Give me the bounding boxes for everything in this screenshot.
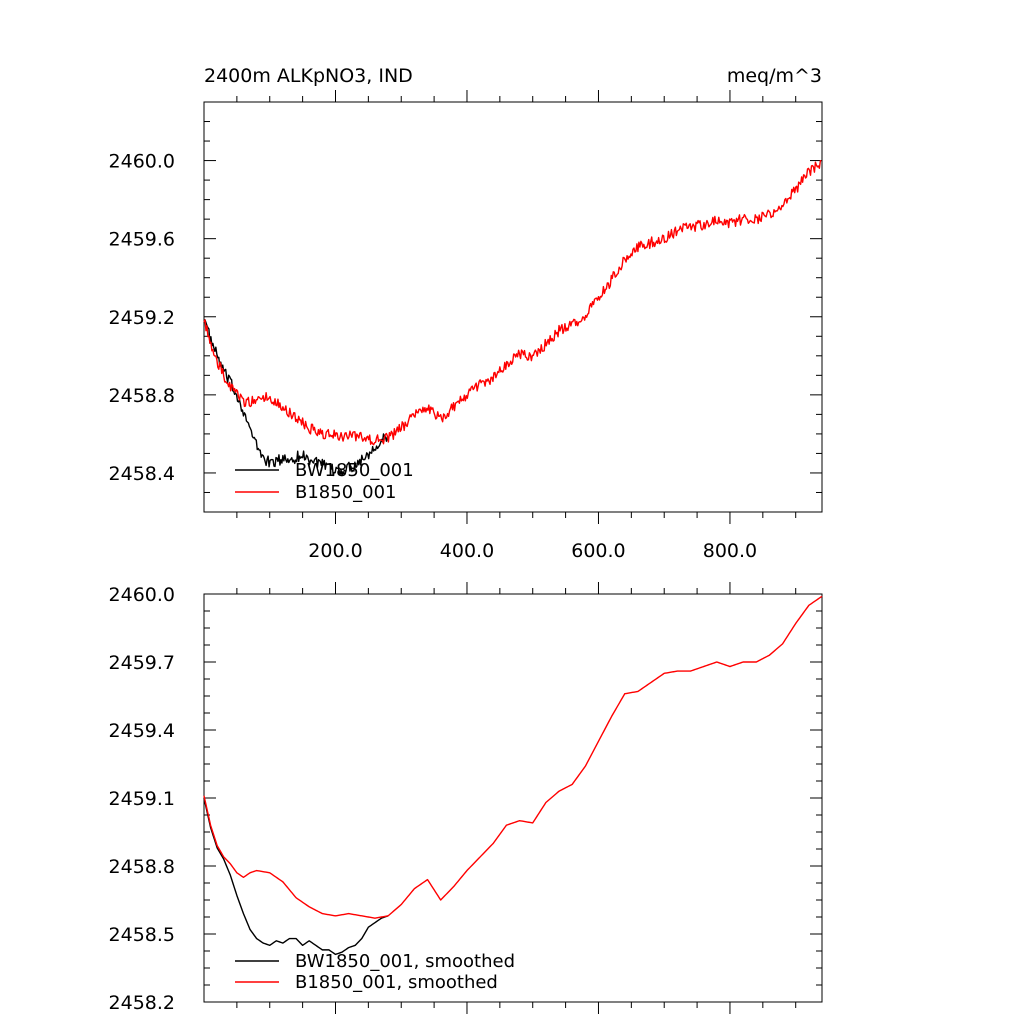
plot-frame: [203, 593, 823, 1003]
y-tick-label: 2458.2: [109, 992, 175, 1014]
series-line: [203, 797, 389, 956]
bottom-panel: 2458.2 2458.5 2458.8 2459.1 2459.4 2459.7 2460…: [109, 582, 823, 1014]
top-panel: 200.0 400.0 600.0 800.02458.42458.82459.224…: [109, 90, 823, 562]
y-ticks: 2458.2 2458.5 2458.8 2459.1 2459.4 2459.7 2460…: [109, 584, 822, 1014]
legend-label: BW1850_001, smoothed: [295, 951, 515, 972]
x-ticks: [236, 582, 797, 1014]
series-line: [203, 319, 389, 477]
x-tick-label: 200.0: [308, 540, 362, 562]
legend-label: BW1850_001: [295, 460, 414, 481]
x-tick-label: 400.0: [440, 540, 494, 562]
units-label: meq/m^3: [727, 65, 822, 87]
series-line: [203, 160, 822, 446]
y-ticks: 2458.4 2458.8 2459.2 2459.6 2460.0: [109, 121, 822, 493]
chart-title: 2400m ALKpNO3, IND: [204, 65, 413, 87]
y-tick-label: 2460.0: [109, 151, 175, 173]
y-tick-label: 2458.8: [109, 385, 175, 407]
x-ticks: 200.0 400.0 600.0 800.0: [236, 90, 797, 562]
y-tick-label: 2458.8: [109, 856, 175, 878]
series-line: [203, 595, 823, 919]
x-tick-label: 800.0: [703, 540, 757, 562]
y-tick-label: 2458.4: [109, 463, 175, 485]
y-tick-label: 2459.2: [109, 307, 175, 329]
y-tick-label: 2459.7: [109, 652, 175, 674]
legend-label: B1850_001, smoothed: [295, 972, 498, 993]
y-tick-label: 2459.6: [109, 229, 175, 251]
y-tick-label: 2459.1: [109, 788, 175, 810]
plot-frame: [203, 101, 823, 513]
x-tick-label: 600.0: [571, 540, 625, 562]
y-tick-label: 2459.4: [109, 720, 175, 742]
legend-label: B1850_001: [295, 482, 397, 503]
y-tick-label: 2458.5: [109, 924, 175, 946]
y-tick-label: 2460.0: [109, 584, 175, 606]
